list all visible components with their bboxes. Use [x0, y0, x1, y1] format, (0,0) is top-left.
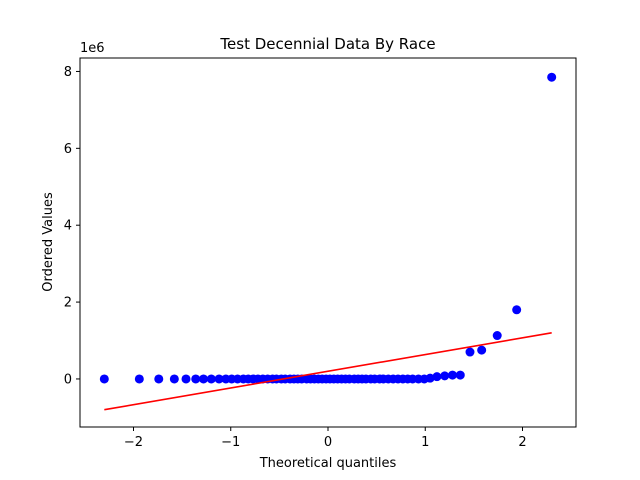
y-tick-label: 4 — [64, 219, 72, 234]
x-tick-label: −2 — [124, 435, 143, 450]
data-point — [199, 374, 209, 384]
x-tick-label: 0 — [324, 435, 332, 450]
y-axis-label: Ordered Values — [41, 192, 56, 292]
data-point — [477, 345, 487, 355]
data-point — [455, 370, 465, 380]
data-point — [191, 374, 201, 384]
data-point — [512, 305, 522, 315]
data-point — [440, 371, 450, 381]
data-point — [181, 374, 191, 384]
data-point — [134, 374, 144, 384]
data-point — [214, 374, 224, 384]
data-point — [465, 347, 475, 357]
x-tick-label: 1 — [421, 435, 429, 450]
data-point — [154, 374, 164, 384]
data-point — [206, 374, 216, 384]
plot-area — [99, 72, 557, 411]
data-point — [425, 373, 435, 383]
y-tick-label: 8 — [64, 65, 72, 80]
data-point — [169, 374, 179, 384]
data-point — [432, 372, 442, 382]
data-point — [547, 72, 557, 82]
y-tick-label: 2 — [64, 296, 72, 311]
data-point — [447, 370, 457, 380]
y-offset-label: 1e6 — [80, 41, 105, 56]
x-axis-ticks: −2 −1 0 1 2 — [124, 427, 527, 450]
data-point — [492, 331, 502, 341]
x-tick-label: 2 — [518, 435, 526, 450]
chart-title: Test Decennial Data By Race — [219, 35, 435, 53]
y-axis-ticks: 0 2 4 6 8 — [64, 65, 80, 387]
data-point — [99, 374, 109, 384]
reference-fit-line — [104, 332, 552, 411]
y-tick-label: 0 — [64, 372, 72, 387]
x-axis-label: Theoretical quantiles — [259, 456, 397, 471]
y-tick-label: 6 — [64, 142, 72, 157]
x-tick-label: −1 — [221, 435, 240, 450]
